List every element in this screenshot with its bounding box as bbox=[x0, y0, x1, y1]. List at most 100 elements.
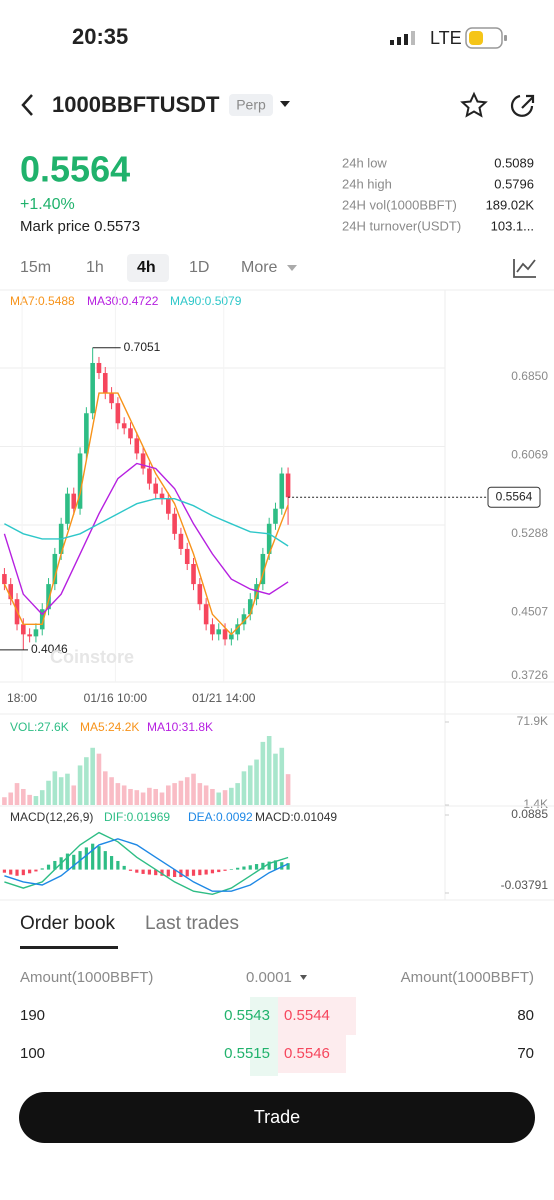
candle-body bbox=[39, 609, 45, 630]
tab-order-book[interactable]: Order book bbox=[20, 913, 116, 934]
symbol[interactable]: 1000BBFTUSDT bbox=[52, 92, 220, 117]
low-marker: 0.4046 bbox=[31, 642, 68, 656]
ask-price: 0.5544 bbox=[284, 1007, 330, 1024]
ask-depth bbox=[278, 997, 356, 1035]
trade-button[interactable] bbox=[19, 1092, 535, 1143]
candle-body bbox=[84, 413, 89, 454]
volume-bar bbox=[8, 792, 14, 805]
volume-bar bbox=[58, 777, 64, 805]
interval-tabs: 15m 1h 4h 1D More bbox=[20, 254, 297, 282]
interval-tab[interactable]: 1D bbox=[189, 259, 209, 276]
candle-body bbox=[102, 373, 108, 394]
favorite-button[interactable] bbox=[460, 91, 488, 118]
volume-legend: MA5:24.2K bbox=[80, 720, 139, 734]
more-caret[interactable] bbox=[287, 265, 297, 271]
watermark: Coinstore bbox=[50, 647, 134, 667]
macd-bar bbox=[141, 869, 145, 874]
interval-tab[interactable]: 4h bbox=[137, 259, 156, 276]
macd-bar bbox=[97, 846, 101, 870]
macd-bar bbox=[248, 865, 252, 870]
bid-price: 0.5543 bbox=[224, 1007, 270, 1024]
volume-bar bbox=[241, 771, 247, 805]
candle-body bbox=[96, 362, 102, 374]
volume-bar bbox=[140, 792, 146, 805]
macd-bar bbox=[154, 869, 158, 876]
y-tick-label: 71.9K bbox=[517, 714, 548, 728]
candle-body bbox=[178, 533, 184, 549]
precision-select[interactable]: 0.0001 bbox=[246, 969, 292, 986]
volume-bar bbox=[247, 765, 253, 805]
ask-amount: 70 bbox=[517, 1045, 534, 1062]
candle-body bbox=[222, 629, 228, 640]
volume-bar bbox=[65, 773, 70, 805]
volume-bar bbox=[229, 787, 234, 805]
candle-body bbox=[159, 493, 165, 499]
symbol-caret[interactable] bbox=[280, 101, 290, 107]
candle-body bbox=[8, 584, 14, 600]
trade-label[interactable]: Trade bbox=[254, 1107, 300, 1127]
share-button[interactable] bbox=[510, 94, 535, 117]
volume-bar bbox=[27, 794, 32, 805]
candle-body bbox=[33, 629, 39, 637]
macd-bar bbox=[223, 869, 227, 871]
stat-value: 103.1... bbox=[491, 218, 534, 233]
macd-bar bbox=[166, 869, 170, 877]
candle-body bbox=[197, 584, 203, 605]
volume-legend: MA10:31.8K bbox=[147, 720, 213, 734]
volume-bar bbox=[39, 790, 45, 805]
macd-bar bbox=[91, 843, 95, 870]
volume-bar bbox=[46, 780, 51, 805]
macd-bar bbox=[198, 869, 202, 876]
candle-body bbox=[121, 423, 127, 429]
ask-depth bbox=[278, 1035, 346, 1073]
bid-amount: 100 bbox=[20, 1045, 45, 1062]
macd-legend: DIF:0.01969 bbox=[104, 810, 170, 824]
candle-body bbox=[260, 553, 266, 585]
macd-bar bbox=[116, 860, 120, 870]
interval-selected bbox=[127, 254, 169, 282]
ask-amount: 80 bbox=[517, 1007, 534, 1024]
stat-label: 24H vol(1000BBFT) bbox=[342, 197, 457, 212]
y-tick-label: 0.5288 bbox=[511, 526, 548, 540]
macd-bar bbox=[34, 869, 38, 872]
last-price-tag: 0.5564 bbox=[496, 489, 533, 503]
volume-bar bbox=[52, 771, 58, 805]
candle-body bbox=[115, 403, 121, 424]
y-tick-label: 1.4K bbox=[523, 797, 548, 811]
volume-bar bbox=[71, 785, 77, 805]
volume-bar bbox=[121, 785, 127, 805]
volume-bar bbox=[222, 790, 228, 805]
candle-body bbox=[229, 634, 234, 640]
volume-bar bbox=[197, 783, 203, 805]
clock: 20:35 bbox=[72, 24, 128, 49]
volume-bar bbox=[147, 787, 152, 805]
interval-tab[interactable]: More bbox=[241, 259, 278, 276]
candle-body bbox=[2, 574, 7, 585]
candle-body bbox=[21, 624, 26, 635]
back-button[interactable] bbox=[21, 94, 33, 116]
candle-body bbox=[140, 453, 146, 469]
volume-bar bbox=[285, 774, 291, 805]
macd-bar bbox=[185, 869, 189, 877]
candle-body bbox=[210, 624, 215, 635]
volume-bar bbox=[128, 788, 133, 805]
precision-caret[interactable] bbox=[300, 975, 307, 980]
macd-legend: MACD:0.01049 bbox=[255, 810, 337, 824]
badge: Perp bbox=[236, 97, 266, 113]
stat-label: 24H turnover(USDT) bbox=[342, 218, 461, 233]
macd-bar bbox=[236, 867, 240, 870]
volume-bar bbox=[109, 777, 114, 805]
macd-bar bbox=[160, 869, 164, 876]
macd-bar bbox=[273, 860, 278, 870]
macd-bar bbox=[286, 863, 290, 870]
ask-price: 0.5546 bbox=[284, 1045, 330, 1062]
indicator-line bbox=[4, 838, 289, 892]
chart-type-button[interactable] bbox=[513, 259, 536, 278]
interval-tab[interactable]: 1h bbox=[86, 259, 104, 276]
volume-bar bbox=[166, 785, 171, 805]
volume-bar bbox=[279, 747, 285, 805]
candle-body bbox=[153, 483, 159, 494]
tab-last-trades[interactable]: Last trades bbox=[145, 913, 239, 934]
ma-legend: MA30:0.4722 bbox=[87, 294, 159, 308]
interval-tab[interactable]: 15m bbox=[20, 259, 51, 276]
